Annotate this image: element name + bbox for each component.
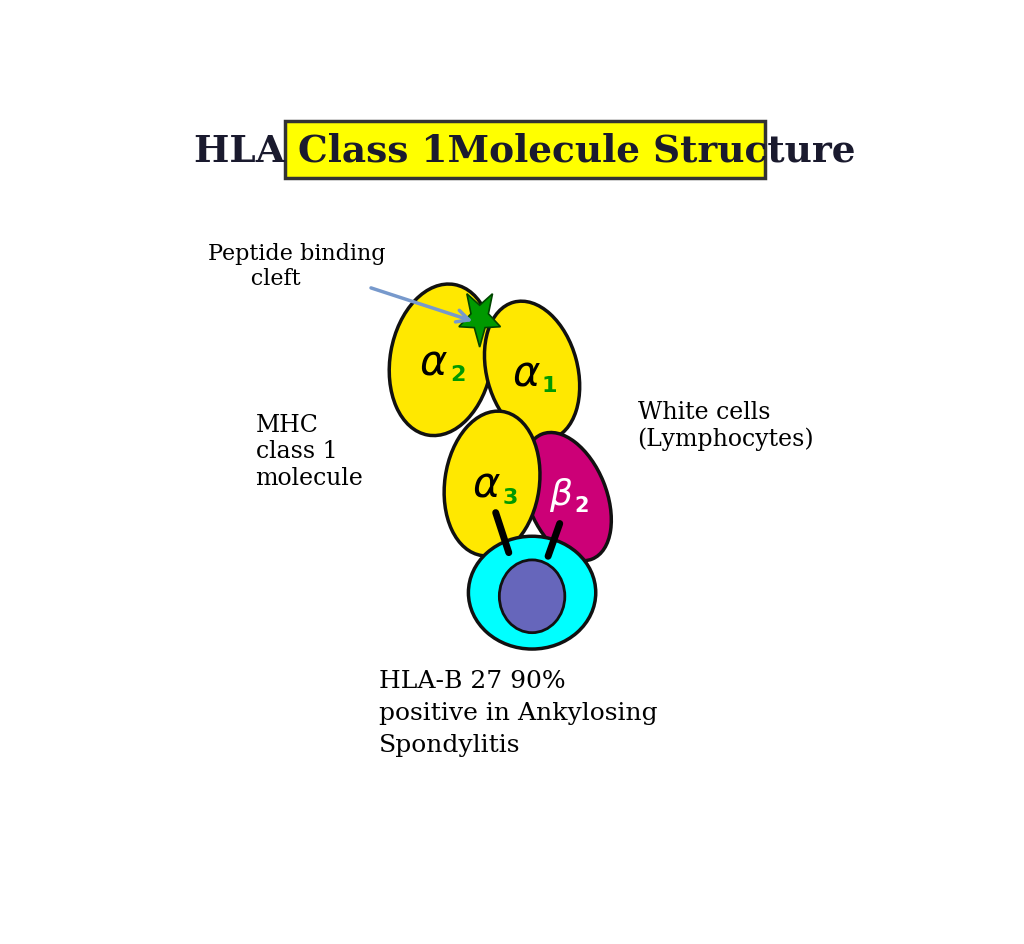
Text: 2: 2	[451, 364, 466, 384]
Text: 3: 3	[503, 487, 518, 507]
Ellipse shape	[444, 412, 540, 556]
Ellipse shape	[468, 537, 596, 649]
Text: HLA-B 27 90%
positive in Ankylosing
Spondylitis: HLA-B 27 90% positive in Ankylosing Spon…	[379, 669, 657, 756]
Ellipse shape	[522, 433, 611, 561]
Ellipse shape	[484, 302, 580, 441]
Text: Peptide binding
      cleft: Peptide binding cleft	[208, 243, 386, 290]
FancyBboxPatch shape	[285, 122, 765, 178]
Text: $\alpha$: $\alpha$	[420, 341, 449, 383]
Text: 1: 1	[542, 375, 557, 396]
Text: 2: 2	[574, 496, 589, 515]
Ellipse shape	[389, 285, 493, 436]
Text: $\beta$: $\beta$	[549, 476, 573, 514]
Text: $\alpha$: $\alpha$	[472, 463, 501, 505]
Text: $\alpha$: $\alpha$	[512, 352, 541, 394]
Text: HLA Class 1Molecule Structure: HLA Class 1Molecule Structure	[195, 132, 855, 169]
Ellipse shape	[500, 561, 565, 633]
Polygon shape	[459, 295, 501, 347]
Text: MHC
class 1
molecule: MHC class 1 molecule	[256, 413, 364, 489]
Text: White cells
(Lymphocytes): White cells (Lymphocytes)	[638, 401, 814, 451]
